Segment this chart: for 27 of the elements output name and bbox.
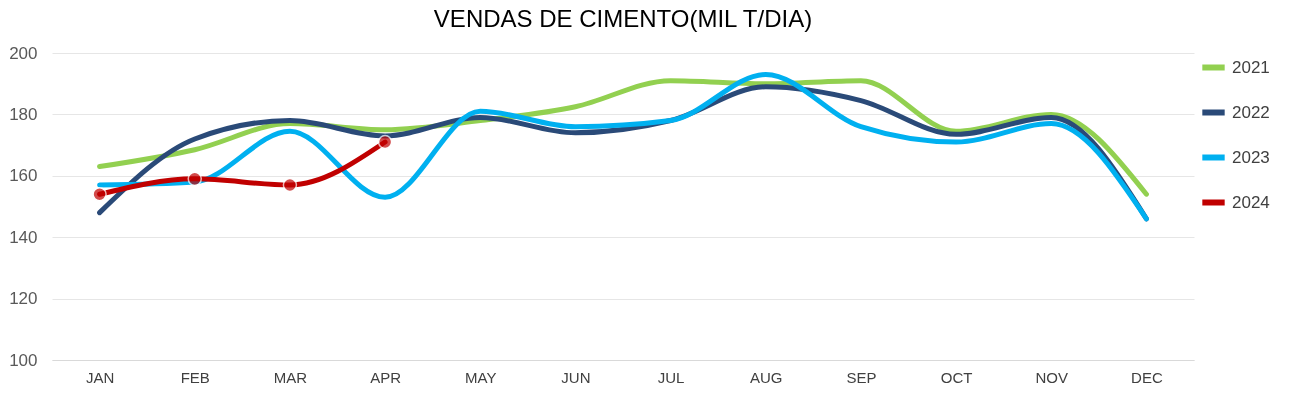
chart-title: VENDAS DE CIMENTO(MIL T/DIA) [433,5,813,32]
point [282,177,298,193]
legend-label: 2024 [1232,192,1270,212]
y-tick-label: 120 [9,289,38,309]
x-tick-label: MAY [465,368,497,386]
x-tick-label: JAN [85,368,115,386]
x-tick-label: JUL [657,368,685,386]
legend-label: 2021 [1232,57,1270,77]
y-tick-label: 200 [9,43,38,63]
x-tick-label: OCT [940,368,973,386]
x-tick-label: MAR [273,368,308,386]
x-tick-label: SEP [846,368,877,386]
point [92,186,107,202]
y-tick-label: 140 [9,227,38,247]
x-tick-label: JUN [561,368,591,386]
x-tick-label: APR [370,368,402,386]
y-tick-label: 160 [9,166,38,186]
y-tick-label: 180 [9,104,38,124]
legend-label: 2022 [1232,102,1270,122]
x-tick-label: NOV [1035,368,1069,386]
x-tick-label: DEC [1131,368,1163,386]
point [377,134,393,150]
x-tick-label: FEB [180,368,210,386]
x-tick-label: AUG [749,368,783,386]
legend-label: 2023 [1232,147,1270,167]
y-tick-label: 100 [9,350,38,370]
point [187,171,203,187]
